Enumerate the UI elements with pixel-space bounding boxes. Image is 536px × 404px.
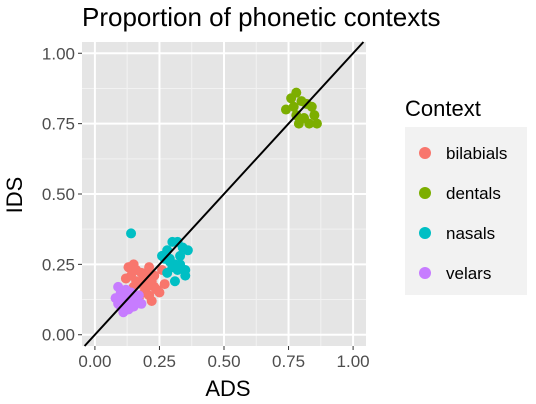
- data-point-dentals: [288, 101, 299, 112]
- x-tick-label: 1.00: [337, 352, 370, 371]
- y-tick-label: 0.75: [42, 115, 75, 134]
- y-axis-title: IDS: [2, 177, 27, 214]
- x-tick-label: 0.50: [207, 352, 240, 371]
- data-point-dentals: [304, 118, 315, 129]
- x-axis-title: ADS: [205, 376, 250, 401]
- data-point-velars: [123, 298, 134, 309]
- x-axis: 0.00 0.25 0.50 0.75 1.00: [78, 346, 370, 371]
- legend-label-nasals: nasals: [446, 224, 495, 243]
- data-point-bilabials: [138, 273, 149, 284]
- data-point-dentals: [280, 104, 291, 115]
- data-point-bilabials: [159, 279, 170, 290]
- data-point-dentals: [309, 110, 320, 121]
- data-point-bilabials: [154, 287, 165, 298]
- data-point-nasals: [175, 250, 186, 261]
- legend-items: bilabials dentals nasals velars: [419, 144, 507, 283]
- data-point-nasals: [169, 276, 180, 287]
- x-tick-label: 0.00: [78, 352, 111, 371]
- legend-label-dentals: dentals: [446, 184, 501, 203]
- data-point-nasals: [180, 270, 191, 281]
- data-point-bilabials: [144, 262, 155, 273]
- data-point-nasals: [126, 228, 137, 239]
- data-point-bilabials: [141, 281, 152, 292]
- data-point-velars: [115, 293, 126, 304]
- y-axis: 0.00 0.25 0.50 0.75 1.00: [42, 44, 82, 345]
- legend-key-dentals: [419, 187, 431, 199]
- y-tick-label: 0.50: [42, 185, 75, 204]
- y-tick-label: 1.00: [42, 44, 75, 63]
- y-tick-label: 0.00: [42, 326, 75, 345]
- y-tick-label: 0.25: [42, 255, 75, 274]
- data-point-velars: [118, 307, 129, 318]
- data-point-dentals: [291, 87, 302, 98]
- x-tick-label: 0.25: [143, 352, 176, 371]
- data-point-bilabials: [131, 265, 142, 275]
- legend: Context bilabials dentals nasals velars: [405, 96, 527, 295]
- legend-key-nasals: [419, 227, 431, 239]
- data-point-dentals: [293, 118, 304, 129]
- data-point-velars: [136, 298, 147, 309]
- legend-label-velars: velars: [446, 264, 491, 283]
- legend-title: Context: [405, 96, 481, 121]
- chart-title: Proportion of phonetic contexts: [82, 2, 440, 32]
- data-point-dentals: [306, 101, 317, 112]
- data-point-nasals: [162, 245, 173, 256]
- legend-label-bilabials: bilabials: [446, 144, 507, 163]
- legend-key-velars: [419, 267, 431, 279]
- data-point-bilabials: [146, 295, 157, 306]
- reference-line: [83, 41, 365, 347]
- data-point-nasals: [162, 267, 173, 278]
- data-point-dentals: [311, 118, 322, 129]
- data-point-velars: [133, 290, 144, 301]
- legend-key-bilabials: [419, 147, 431, 159]
- data-point-nasals: [182, 245, 193, 256]
- x-tick-label: 0.75: [272, 352, 305, 371]
